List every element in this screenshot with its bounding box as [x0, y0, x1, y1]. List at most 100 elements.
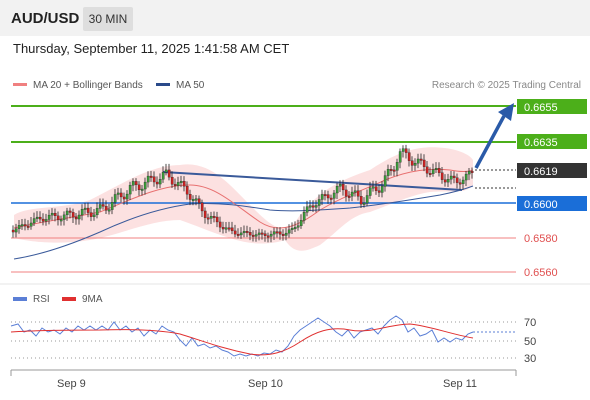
ma20-swatch [13, 82, 27, 86]
candle-body [350, 191, 354, 197]
candle-body [164, 169, 168, 173]
candle-body [14, 228, 18, 233]
candle-body [263, 233, 267, 236]
candle-body [242, 231, 246, 234]
candle-body [212, 216, 216, 218]
candle-body [431, 169, 435, 174]
candle-body [158, 179, 162, 185]
price-text-0.6655: 0.6655 [524, 102, 558, 114]
candle-body [92, 214, 96, 217]
candle-body [71, 212, 75, 218]
candle-body [179, 181, 183, 183]
candle-body [395, 162, 399, 171]
bollinger-band [14, 147, 473, 251]
candle-body [38, 216, 42, 220]
candle-body [449, 175, 453, 180]
candle-body [365, 195, 369, 204]
candle-body [446, 179, 450, 183]
candle-body [128, 185, 132, 195]
candle-body [344, 189, 348, 197]
candle-body [47, 214, 51, 220]
candle-body [275, 231, 279, 234]
candle-body [299, 220, 303, 226]
candle-body [389, 169, 393, 171]
candle-body [233, 230, 237, 235]
candle-body [353, 190, 357, 193]
candle-body [257, 232, 261, 235]
candle-body [86, 207, 90, 213]
candle-body [368, 187, 372, 196]
candle-body [422, 159, 426, 167]
candle-body [23, 224, 27, 227]
legend-ma20: MA 20 + Bollinger Bands [13, 80, 143, 91]
ma50-line [13, 185, 474, 260]
candle-body [467, 171, 471, 175]
candle-body [374, 186, 378, 191]
candle-body [206, 217, 210, 220]
candle-body [347, 195, 351, 198]
candle-body [89, 212, 93, 217]
candle-body [305, 206, 309, 213]
candle-body [278, 231, 282, 235]
candle-body [269, 233, 273, 237]
candle-body [74, 216, 78, 220]
timeframe-badge[interactable]: 30 MIN [83, 7, 133, 31]
price-label-0.6600: 0.6600 [517, 196, 587, 211]
candle-body [443, 179, 447, 183]
candle-body [371, 186, 375, 189]
price-text-0.6580: 0.6580 [524, 233, 558, 245]
candle-body [416, 158, 420, 164]
price-label-0.6619: 0.6619 [517, 163, 587, 178]
candle-body [203, 210, 207, 218]
rsi-tick-70: 70 [524, 317, 536, 329]
candle-body [341, 184, 345, 191]
candle-body [266, 235, 270, 238]
candle-body [236, 233, 240, 236]
candle-body [104, 206, 108, 211]
candle-body [62, 214, 66, 220]
candle-body [248, 232, 252, 236]
candle-body [119, 192, 123, 198]
candle-body [398, 151, 402, 163]
x-label-sep11: Sep 11 [443, 378, 477, 390]
credit-text: Research © 2025 Trading Central [431, 80, 581, 91]
candle-body [176, 182, 180, 186]
instrument-name: AUD/USD [11, 10, 80, 27]
x-label-sep10: Sep 10 [248, 378, 283, 390]
projection-arrow [474, 115, 506, 169]
candle-body [323, 194, 327, 197]
candle-body [20, 224, 24, 227]
candle-body [155, 181, 159, 185]
candle-body [11, 229, 15, 233]
candle-body [329, 197, 333, 200]
candle-body [185, 186, 189, 195]
candle-body [107, 209, 111, 212]
candle-body [380, 186, 384, 193]
candle-body [461, 179, 465, 184]
price-text-0.6600: 0.6600 [524, 199, 558, 211]
candle-body [452, 175, 456, 178]
candle-body [296, 225, 300, 228]
rsi-ma-line [10, 323, 474, 356]
candle-body [251, 234, 255, 237]
candle-body [335, 186, 339, 194]
candle-body [125, 193, 129, 200]
candle-body [221, 227, 225, 230]
candle-body [254, 234, 258, 237]
candle-body [167, 169, 171, 178]
candle-body [434, 168, 438, 170]
candle-body [182, 181, 186, 187]
trend-line [162, 171, 463, 191]
candle-body [131, 181, 135, 186]
candle-body [293, 227, 297, 229]
price-label-0.6635: 0.6635 [517, 134, 587, 149]
candle-body [281, 234, 285, 236]
rsi-tick-50: 50 [524, 336, 536, 348]
ma50-swatch [156, 82, 170, 86]
candle-body [59, 219, 63, 222]
candle-body [311, 205, 315, 208]
candle-body [317, 199, 321, 206]
candle-body [227, 227, 231, 230]
candle-body [65, 210, 69, 216]
